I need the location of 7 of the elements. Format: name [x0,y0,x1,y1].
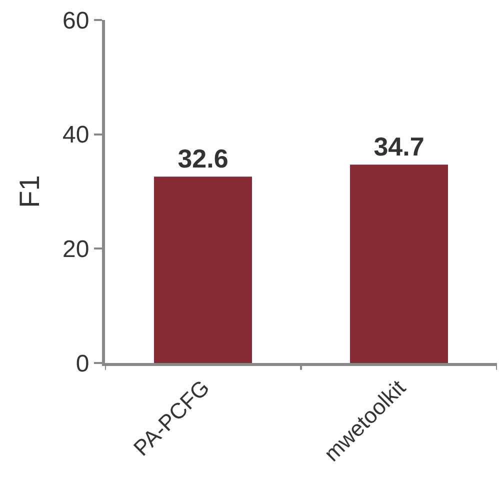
y-tick-label: 60 [62,7,90,34]
y-axis-title: F1 [14,175,46,208]
y-tick-label: 20 [62,236,90,264]
data-label: 34.7 [374,132,424,162]
data-label: 32.6 [178,144,228,174]
y-tick-label: 40 [62,122,90,149]
y-tick-label: 0 [76,350,90,378]
